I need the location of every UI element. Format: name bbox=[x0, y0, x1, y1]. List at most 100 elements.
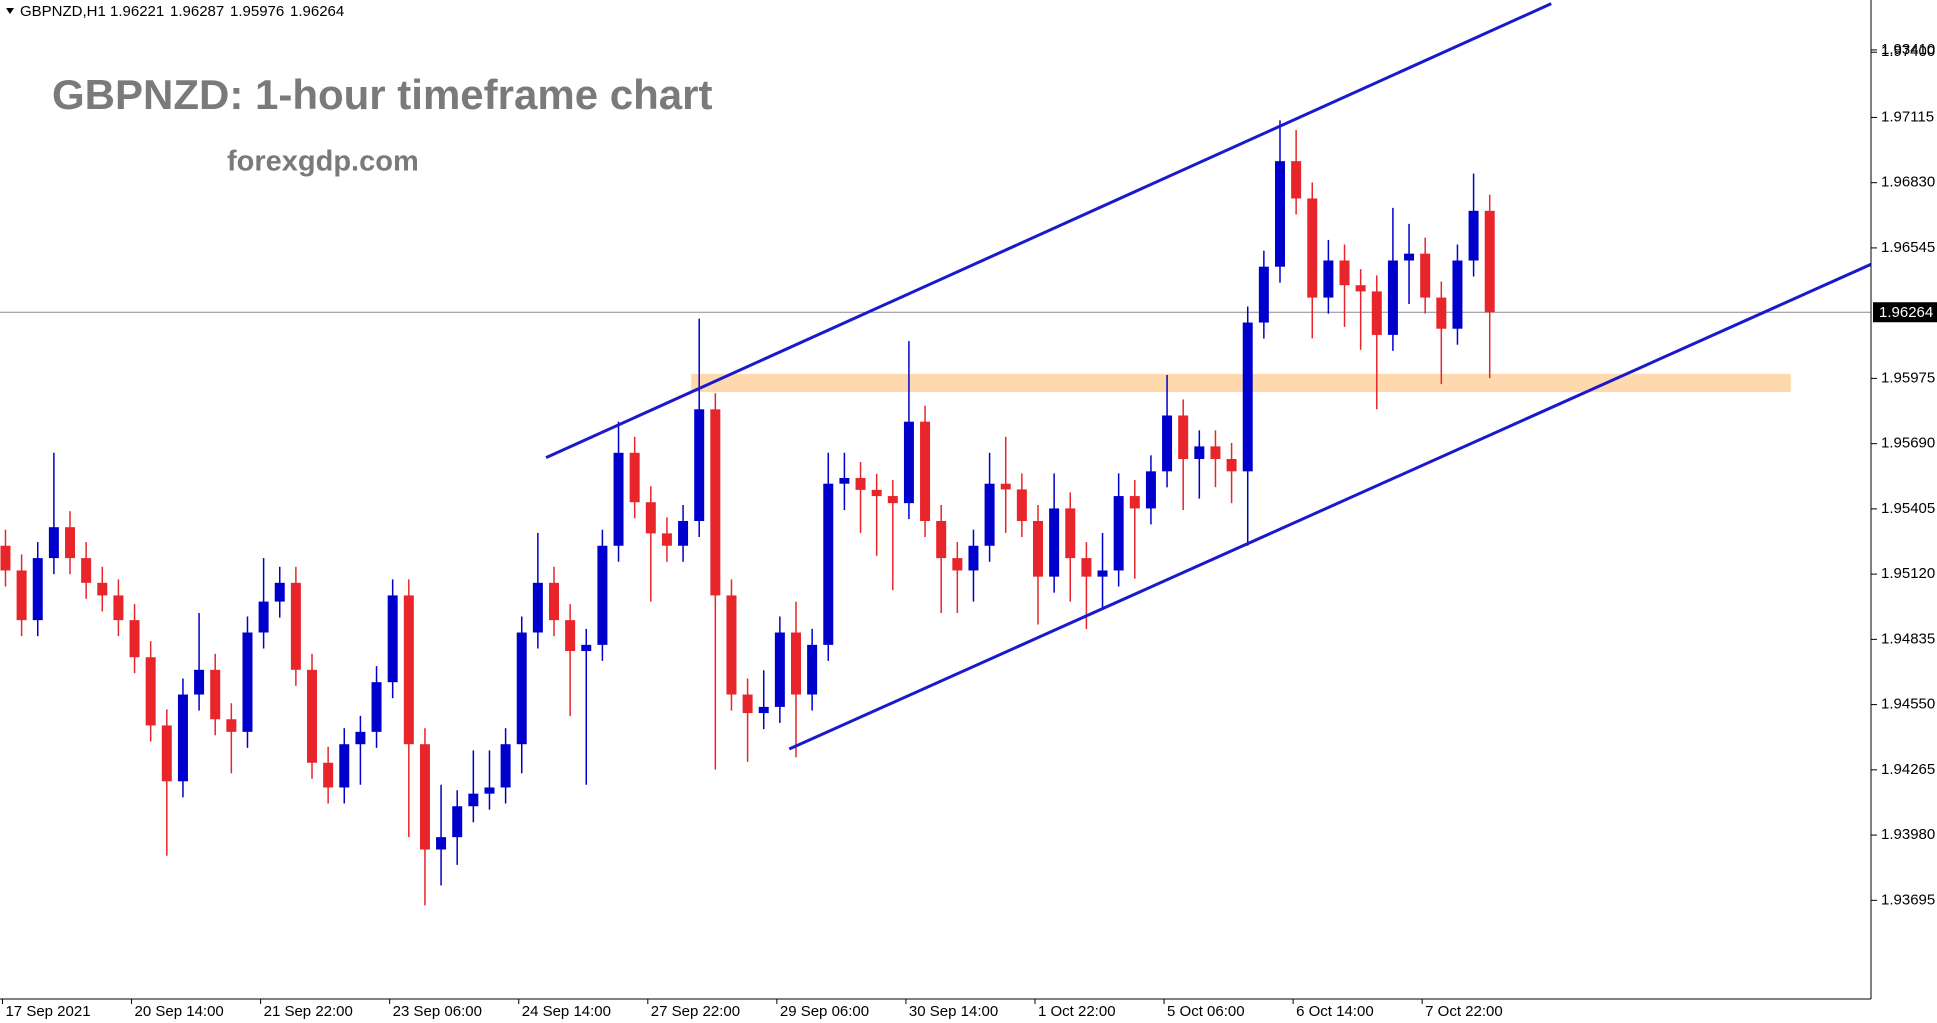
chart-subtitle: forexgdp.com bbox=[227, 146, 419, 178]
candle-body bbox=[242, 632, 253, 732]
candle-body bbox=[16, 570, 27, 621]
candle-body bbox=[774, 632, 785, 707]
y-tick-label: 1.93980 bbox=[1881, 826, 1935, 843]
current-price-box bbox=[1873, 302, 1937, 323]
candle-body bbox=[710, 409, 721, 596]
chart-title: GBPNZD: 1-hour timeframe chart bbox=[52, 71, 712, 118]
candle-body bbox=[726, 595, 737, 695]
candle-body bbox=[1258, 266, 1269, 323]
candle-body bbox=[145, 657, 156, 726]
candle-body bbox=[984, 483, 995, 546]
candle-body bbox=[565, 620, 576, 652]
candle-body bbox=[1049, 508, 1060, 577]
y-tick-label: 1.95975 bbox=[1881, 369, 1935, 386]
candle-body bbox=[1274, 161, 1285, 267]
y-tick-label: 1.93410 bbox=[1881, 41, 1935, 58]
x-tick-label: 24 Sep 14:00 bbox=[522, 1003, 611, 1020]
header-price: 1.96221 bbox=[110, 3, 164, 20]
x-tick-label: 1 Oct 22:00 bbox=[1038, 1003, 1116, 1020]
candle-body bbox=[387, 595, 398, 683]
candle-body bbox=[661, 533, 672, 546]
candle-body bbox=[0, 545, 11, 571]
candle-body bbox=[1291, 161, 1302, 199]
candle-body bbox=[790, 632, 802, 695]
candle-body bbox=[839, 477, 850, 484]
candle-body bbox=[355, 731, 366, 745]
x-tick-label: 17 Sep 2021 bbox=[5, 1003, 90, 1020]
channel-line bbox=[545, 2, 1552, 459]
candle-body bbox=[48, 527, 59, 559]
candle-body bbox=[1404, 253, 1415, 261]
candle-body bbox=[613, 452, 624, 546]
candle-body bbox=[403, 595, 414, 745]
candle-body bbox=[936, 521, 947, 559]
x-tick-label: 7 Oct 22:00 bbox=[1425, 1003, 1503, 1020]
plot-area bbox=[0, 2, 1871, 906]
candle-body bbox=[1226, 458, 1237, 472]
candle-body bbox=[1323, 260, 1334, 298]
candle-body bbox=[323, 762, 334, 788]
candle-body bbox=[484, 787, 495, 794]
x-tick-label: 6 Oct 14:00 bbox=[1296, 1003, 1374, 1020]
y-tick-label: 1.94835 bbox=[1881, 630, 1935, 647]
menu-arrow[interactable] bbox=[6, 8, 14, 14]
candle-body bbox=[1129, 496, 1140, 509]
candle-body bbox=[97, 582, 108, 596]
candle-body bbox=[1000, 483, 1011, 490]
candle-body bbox=[1145, 471, 1156, 509]
y-tick-label: 1.94550 bbox=[1881, 696, 1935, 713]
candle-body bbox=[32, 558, 43, 621]
candle-body bbox=[1420, 253, 1431, 298]
x-tick-label: 20 Sep 14:00 bbox=[135, 1003, 224, 1020]
candle-body bbox=[742, 694, 753, 714]
candle-body bbox=[161, 725, 172, 782]
header-price: 1.96264 bbox=[290, 3, 344, 20]
candle-body bbox=[645, 502, 656, 534]
candle-body bbox=[597, 545, 608, 645]
y-tick-label: 1.97400 bbox=[1881, 43, 1935, 60]
candle-body bbox=[226, 719, 237, 732]
candle-body bbox=[1032, 521, 1043, 577]
candle-body bbox=[419, 744, 430, 850]
candle-body bbox=[694, 409, 705, 522]
x-tick-label: 23 Sep 06:00 bbox=[393, 1003, 482, 1020]
candle-body bbox=[920, 421, 931, 522]
candle-body bbox=[290, 582, 301, 670]
candle-body bbox=[1113, 496, 1124, 571]
candle-body bbox=[629, 452, 640, 503]
x-tick-label: 5 Oct 06:00 bbox=[1167, 1003, 1245, 1020]
candle-body bbox=[258, 601, 269, 633]
y-tick-label: 1.97115 bbox=[1881, 108, 1934, 125]
candle-body bbox=[177, 694, 188, 782]
header-price: 1.96287 bbox=[170, 3, 224, 20]
candle-body bbox=[113, 595, 124, 621]
candle-body bbox=[81, 558, 92, 583]
candle-body bbox=[1355, 285, 1366, 292]
support-zone bbox=[691, 373, 1791, 393]
candle-body bbox=[516, 632, 527, 745]
candle-body bbox=[468, 793, 479, 807]
candle-body bbox=[1097, 570, 1108, 577]
current-price-label: 1.96264 bbox=[1879, 304, 1933, 321]
y-tick-label: 1.95120 bbox=[1881, 565, 1935, 582]
candle-body bbox=[1468, 210, 1479, 261]
candle-body bbox=[210, 669, 221, 720]
candle-body bbox=[532, 582, 543, 633]
y-tick-label: 1.93695 bbox=[1881, 891, 1935, 908]
candle-body bbox=[371, 682, 382, 732]
header-price: 1.95976 bbox=[230, 3, 284, 20]
candle-body bbox=[1436, 297, 1447, 329]
candle-body bbox=[887, 496, 898, 504]
candle-body bbox=[1194, 446, 1205, 459]
candle-body bbox=[549, 582, 560, 621]
candle-body bbox=[65, 527, 76, 559]
candle-body bbox=[952, 558, 963, 571]
x-tick-label: 29 Sep 06:00 bbox=[780, 1003, 869, 1020]
candle-body bbox=[1371, 291, 1382, 335]
candle-body bbox=[1339, 260, 1350, 286]
candle-body bbox=[1452, 260, 1463, 329]
candle-body bbox=[871, 489, 882, 497]
candle-body bbox=[1307, 198, 1318, 298]
candle-body bbox=[1016, 489, 1027, 522]
